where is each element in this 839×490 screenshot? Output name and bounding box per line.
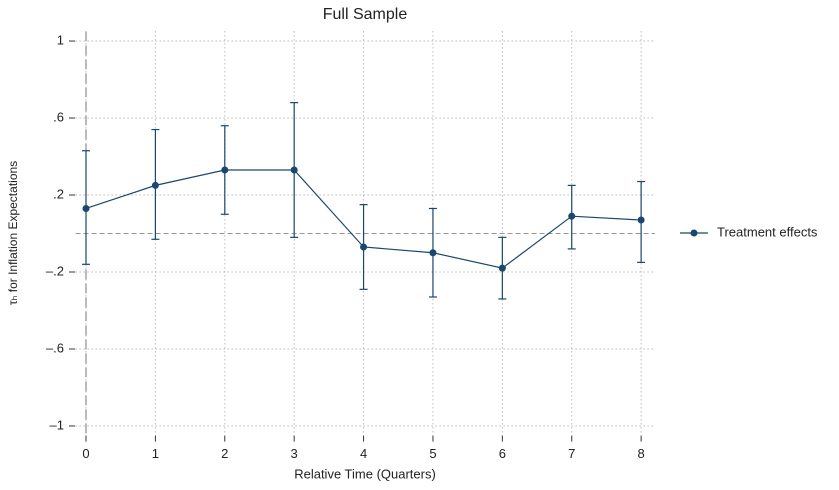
data-point: [290, 166, 298, 174]
x-tick-label: 3: [291, 446, 298, 461]
data-point: [429, 249, 437, 257]
x-tick-label: 0: [82, 446, 89, 461]
x-tick-label: 7: [568, 446, 575, 461]
x-tick-label: 1: [152, 446, 159, 461]
legend-label: Treatment effects: [717, 224, 818, 239]
data-point: [498, 264, 506, 272]
y-tick-label: –1: [50, 417, 64, 432]
x-tick-label: 6: [499, 446, 506, 461]
data-point: [568, 212, 576, 220]
data-point: [151, 181, 159, 189]
y-tick-label: .6: [53, 109, 64, 124]
data-point: [82, 204, 90, 212]
x-tick-label: 8: [638, 446, 645, 461]
y-tick-label: .2: [53, 186, 64, 201]
y-tick-label: –.2: [46, 263, 64, 278]
x-axis-label: Relative Time (Quarters): [294, 466, 436, 481]
data-point: [637, 216, 645, 224]
y-tick-label: –.6: [46, 340, 64, 355]
x-tick-label: 4: [360, 446, 367, 461]
legend-marker: [690, 229, 698, 237]
y-tick-label: 1: [57, 32, 64, 47]
x-tick-label: 2: [221, 446, 228, 461]
x-tick-label: 5: [429, 446, 436, 461]
chart-title: Full Sample: [323, 6, 408, 23]
y-axis-label: τₕ for Inflation Expectations: [6, 161, 20, 305]
data-point: [221, 166, 229, 174]
data-point: [360, 243, 368, 251]
